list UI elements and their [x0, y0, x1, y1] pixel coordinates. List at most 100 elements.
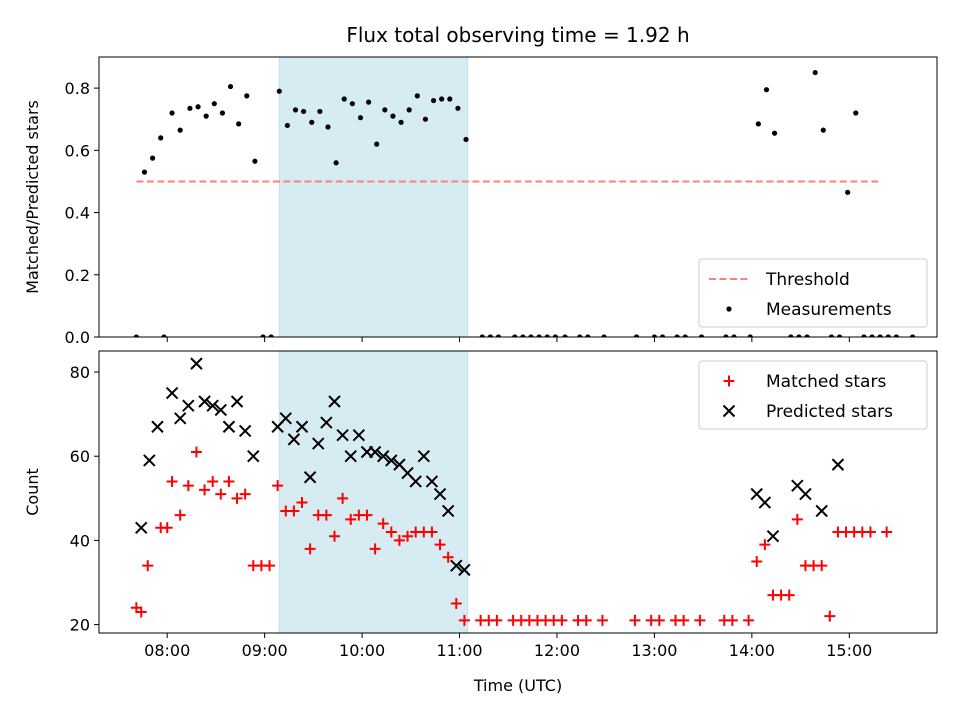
measurement-point: [365, 99, 372, 105]
matched-star-point: [596, 614, 608, 626]
predicted-star-point: [799, 487, 812, 501]
measurement-point: [211, 101, 217, 107]
predicted-star-point: [238, 424, 252, 438]
matched-star-point: [385, 526, 397, 538]
measurement-point: [195, 104, 201, 110]
measurement-point: [659, 334, 666, 337]
legend-label: Threshold: [765, 270, 850, 290]
measurement-point: [731, 334, 737, 337]
measurement-point: [723, 334, 729, 337]
matched-star-point: [199, 484, 211, 496]
x-tick-label: 08:00: [144, 641, 190, 660]
legend: Matched stars Predicted stars: [698, 360, 928, 430]
matched-star-point: [629, 614, 641, 626]
measurement-point: [252, 158, 258, 164]
predicted-star-point: [198, 395, 211, 408]
matched-star-point: [231, 492, 243, 504]
matched-star-point: [207, 475, 219, 487]
matched-star-point: [726, 614, 738, 626]
matched-star-point: [190, 446, 202, 458]
measurement-point: [169, 110, 175, 116]
matched-star-point: [442, 551, 454, 563]
matched-star-point: [166, 475, 178, 487]
measurement-point: [301, 108, 307, 115]
y-tick-label: 0.0: [65, 328, 90, 347]
measurement-point: [374, 141, 380, 147]
measurement-point: [536, 334, 542, 337]
measurement-point: [187, 105, 193, 111]
matched-star-point: [678, 614, 690, 626]
x-tick-label: 13:00: [631, 641, 677, 660]
predicted-star-point: [450, 559, 463, 572]
measurement-point: [585, 334, 591, 337]
matched-star-point: [320, 509, 332, 521]
matched-star-point: [135, 606, 147, 618]
measurement-point: [836, 334, 843, 337]
matched-star-point: [161, 522, 173, 534]
measurement-point: [877, 334, 883, 337]
measurement-point: [885, 334, 891, 337]
measurement-point: [133, 334, 139, 337]
predicted-star-point: [320, 416, 333, 429]
matched-star-point: [402, 530, 414, 542]
axes-frame: [98, 56, 938, 338]
predicted-star-point: [336, 428, 349, 442]
legend-label: Measurements: [766, 300, 892, 320]
y-tick-label: 80: [70, 363, 90, 382]
predicted-star-point: [182, 399, 195, 412]
matched-star-point: [783, 589, 795, 601]
legend-label: Matched stars: [766, 372, 886, 392]
matched-star-point: [223, 475, 235, 487]
matched-star-point: [824, 610, 836, 622]
predicted-star-point: [441, 504, 455, 518]
legend-marker: [726, 306, 732, 312]
measurement-point: [796, 334, 802, 337]
legend-label: Predicted stars: [766, 402, 893, 422]
matched-star-point: [337, 492, 349, 504]
matched-star-point: [653, 614, 665, 626]
matched-star-point: [881, 526, 893, 538]
measurement-point: [910, 334, 916, 337]
y-tick-label: 0.2: [65, 266, 90, 285]
predicted-star-point: [151, 420, 164, 433]
measurement-point: [763, 87, 770, 93]
predicted-star-point: [425, 475, 439, 488]
measurement-point: [463, 136, 469, 143]
measurement-point: [398, 119, 404, 125]
measurement-point: [422, 116, 429, 122]
matched-star-point: [369, 543, 381, 555]
measurement-point: [633, 334, 640, 337]
measurement-point: [203, 113, 209, 119]
predicted-star-point: [409, 475, 422, 488]
measurement-point: [455, 105, 461, 111]
measurement-point: [861, 334, 867, 337]
observing-interval-band: [278, 350, 469, 634]
matched-star-point: [694, 614, 706, 626]
matched-star-point: [288, 505, 300, 517]
measurement-point: [828, 334, 835, 337]
measurement-point: [317, 108, 323, 115]
matched-star-point: [450, 598, 462, 610]
predicted-star-point: [352, 428, 366, 442]
matched-star-point: [328, 530, 340, 542]
measurement-point: [333, 160, 339, 166]
matched-star-point: [296, 497, 308, 509]
measurement-point: [161, 334, 167, 337]
axes-frame: [98, 350, 938, 634]
legend-box: [698, 360, 928, 430]
predicted-star-point: [385, 454, 398, 467]
predicted-star-point: [230, 395, 244, 408]
predicted-star-point: [368, 445, 382, 459]
measurement-point: [528, 334, 534, 337]
y-tick-label: 0.4: [65, 204, 90, 223]
matched-star-point: [743, 614, 755, 626]
measurement-point: [820, 127, 826, 133]
measurement-point: [236, 121, 242, 127]
plot-area: [133, 69, 916, 337]
y-tick-label: 40: [70, 531, 90, 550]
matched-star-point: [182, 480, 194, 492]
predicted-star-point: [247, 450, 260, 463]
measurement-point: [674, 334, 680, 337]
measurement-point: [698, 334, 705, 337]
measurement-point: [747, 334, 753, 337]
